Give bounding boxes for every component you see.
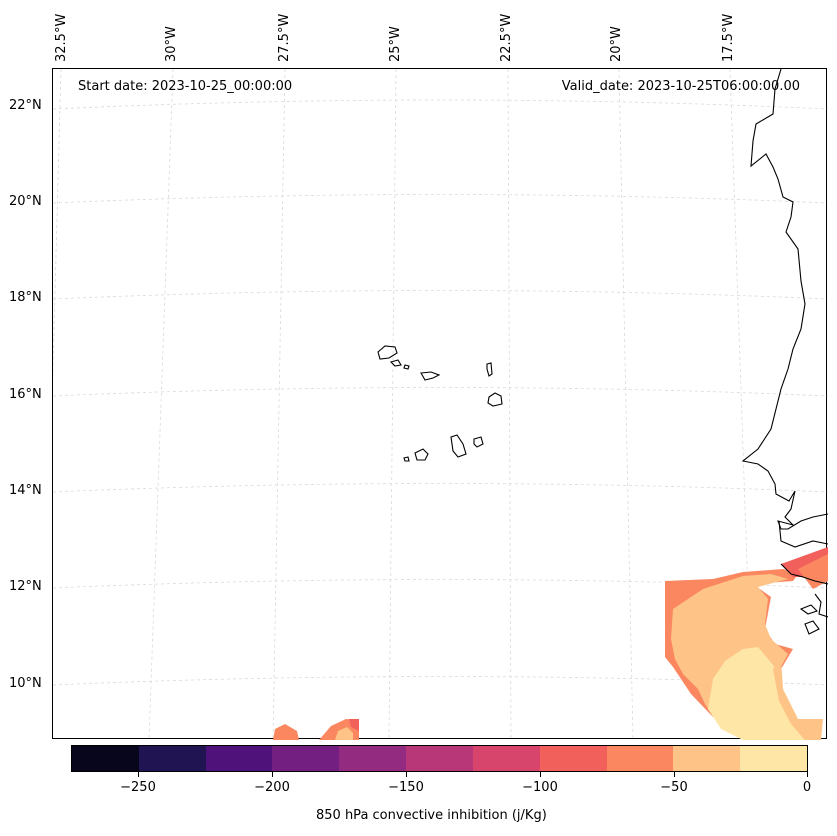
gridline-lat-22n [53, 99, 828, 110]
island-fogo [414, 448, 429, 461]
island-sao-nicolau [420, 371, 441, 381]
lon-label-30w: 30°W [164, 26, 179, 62]
lon-label-20w: 20°W [609, 26, 624, 62]
colorbar-segment-6 [472, 746, 540, 771]
cin-field [273, 547, 828, 740]
island-santiago [450, 434, 467, 458]
start-date-label: Start date: 2023-10-25_00:00:00 [78, 79, 293, 94]
lat-label-16n: 16°N [9, 387, 42, 402]
gridline-lon-30w [148, 69, 174, 740]
cin-band-minus75-minus50-coast [798, 554, 828, 589]
colorbar-tickmark-100 [540, 772, 541, 777]
gridline-lon-22-5w [507, 69, 512, 740]
island-sal [486, 362, 493, 377]
colorbar-tickmark-50 [674, 772, 675, 777]
gridline-lat-18n [53, 290, 828, 300]
colorbar-tick-150: −150 [388, 780, 424, 795]
cin-spot-center-edge [349, 719, 359, 731]
island-santo-antao [377, 345, 398, 360]
lat-label-14n: 14°N [9, 483, 42, 498]
colorbar-segment-4 [339, 746, 407, 771]
cin-band-minus25-0 [708, 647, 821, 740]
valid-date-label: Valid_date: 2023-10-25T06:00:00.00 [561, 79, 800, 94]
lon-label-17-5w: 17.5°W [721, 13, 736, 62]
colorbar [71, 745, 808, 772]
cin-band-minus50-minus25-lower-right [773, 659, 823, 740]
coastline-africa [741, 69, 828, 530]
coastline-guinea [814, 593, 828, 618]
island-brava [403, 456, 410, 462]
map-panel: Start date: 2023-10-25_00:00:00 Valid_da… [52, 68, 828, 740]
colorbar-tickmark-150 [406, 772, 407, 777]
map-canvas [53, 69, 828, 740]
cin-spot-left [273, 724, 299, 740]
lat-label-20n: 20°N [9, 194, 42, 209]
gridline-lon-32-5w [53, 69, 62, 383]
colorbar-tick-250: −250 [120, 780, 156, 795]
coastlines [377, 69, 828, 635]
colorbar-tick-100: −100 [522, 780, 558, 795]
lon-label-27-5w: 27.5°W [277, 13, 292, 62]
colorbar-segment-5 [406, 746, 473, 771]
colorbar-tickmark-250 [138, 772, 139, 777]
gridline-lat-16n [53, 387, 828, 397]
island-bijagos-2 [804, 620, 820, 635]
coastline-gambia-senegal [778, 520, 828, 548]
colorbar-tick-50: −50 [660, 780, 688, 795]
colorbar-tickmark-200 [272, 772, 273, 777]
lon-label-32-5w: 32.5°W [54, 13, 69, 62]
colorbar-segment-1 [138, 746, 206, 771]
colorbar-label: 850 hPa convective inhibition (j/Kg) [316, 808, 547, 823]
gridline-lon-27-5w [272, 69, 286, 740]
colorbar-tick-0: 0 [802, 780, 812, 795]
gridline-lon-20w [618, 69, 634, 740]
lon-label-22-5w: 22.5°W [499, 13, 514, 62]
island-sao-vicente [389, 359, 402, 367]
colorbar-segment-7 [539, 746, 607, 771]
colorbar-tickmark-0 [807, 772, 808, 777]
gridline-lon-25w [388, 69, 397, 740]
colorbar-segment-8 [606, 746, 674, 771]
gridline-lat-14n [53, 483, 828, 493]
colorbar-tick-200: −200 [254, 780, 290, 795]
lat-label-18n: 18°N [9, 290, 42, 305]
lon-label-25w: 25°W [388, 26, 403, 62]
lat-label-10n: 10°N [9, 676, 42, 691]
island-maio [473, 436, 484, 448]
cin-spot-center-inner [335, 727, 353, 740]
colorbar-segment-0 [72, 746, 139, 771]
island-boa-vista [487, 392, 503, 407]
gridline-lat-20n [53, 194, 828, 204]
colorbar-segment-2 [205, 746, 273, 771]
lat-label-12n: 12°N [9, 579, 42, 594]
island-santa-luzia [403, 364, 410, 370]
coastline-guinea-bissau [780, 563, 828, 585]
colorbar-segment-3 [272, 746, 340, 771]
island-bijagos-1 [799, 604, 819, 615]
colorbar-segment-10 [740, 746, 807, 771]
colorbar-segment-9 [673, 746, 741, 771]
lat-label-22n: 22°N [9, 98, 42, 113]
